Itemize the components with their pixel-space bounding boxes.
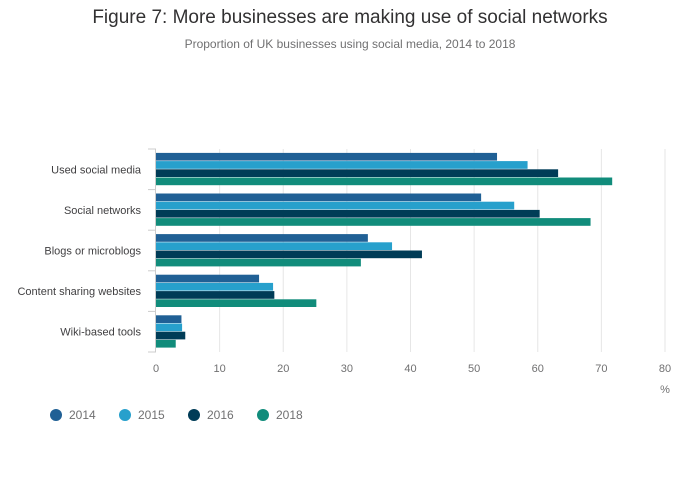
bar-2014: Social networks 2014: 51.1 [156,193,482,202]
legend-item-2014[interactable]: 2014 [50,408,119,422]
legend-swatch [119,409,131,421]
bar-2016: Blogs or microblogs 2016: 41.8 [156,250,422,259]
bar-2015: Used social media 2015: 58.4 [156,161,528,169]
category-label: Used social media [51,164,142,176]
bar-2014: Used social media 2014: 53.6 [156,152,498,161]
legend-item-2016[interactable]: 2016 [188,408,257,422]
x-tick-label-10: 10 [214,363,226,375]
bar-2018: Wiki-based tools 2018: 3.1 [156,339,176,348]
category-label: Social networks [64,205,142,217]
legend-item-2015[interactable]: 2015 [119,408,188,422]
legend-label: 2016 [207,408,234,422]
chart-subtitle: Proportion of UK businesses using social… [184,37,516,51]
bar-2016: Content sharing websites 2016: 18.6 [156,291,275,299]
bar-2018: Used social media 2018: 71.7 [156,177,613,186]
bar-2015: Blogs or microblogs 2015: 37.1 [156,242,393,250]
x-tick-label-40: 40 [404,363,416,375]
bar-2016: Used social media 2016: 63.2 [156,169,559,177]
bar-2014: Content sharing websites 2014: 16.2 [156,274,260,283]
x-tick-label-0: 0 [153,363,159,375]
legend-item-2018[interactable]: 2018 [257,408,326,422]
legend-label: 2014 [69,408,96,422]
bar-2016: Wiki-based tools 2016: 4.6 [156,331,186,340]
bar-2015: Content sharing websites 2015: 18.4 [156,282,274,291]
category-label: Wiki-based tools [60,327,141,339]
chart-legend: 2014 2015 2016 2018 [50,408,326,422]
x-axis-label: % [660,384,670,396]
bar-2014: Blogs or microblogs 2014: 33.3 [156,234,368,242]
x-tick-label-50: 50 [468,363,480,375]
legend-swatch [188,409,200,421]
bar-2018: Social networks 2018: 68.3 [156,218,591,226]
bar-2015: Social networks 2015: 56.3 [156,201,515,210]
bar-2016: Social networks 2016: 60.3 [156,209,540,218]
category-label: Content sharing websites [17,286,141,298]
chart-title: Figure 7: More businesses are making use… [92,7,608,28]
legend-label: 2015 [138,408,165,422]
x-tick-label-60: 60 [532,363,544,375]
x-tick-label-30: 30 [341,363,353,375]
category-label: Blogs or microblogs [44,246,141,258]
bar-2014: Wiki-based tools 2014: 4 [156,315,182,323]
legend-swatch [257,409,269,421]
bar-2018: Content sharing websites 2018: 25.2 [156,299,317,307]
legend-label: 2018 [276,408,303,422]
bar-2018: Blogs or microblogs 2018: 32.2 [156,258,361,267]
legend-swatch [50,409,62,421]
x-tick-label-20: 20 [277,363,289,375]
bar-2015: Wiki-based tools 2015: 4.1 [156,323,183,332]
x-tick-label-80: 80 [659,363,671,375]
x-tick-label-70: 70 [595,363,607,375]
